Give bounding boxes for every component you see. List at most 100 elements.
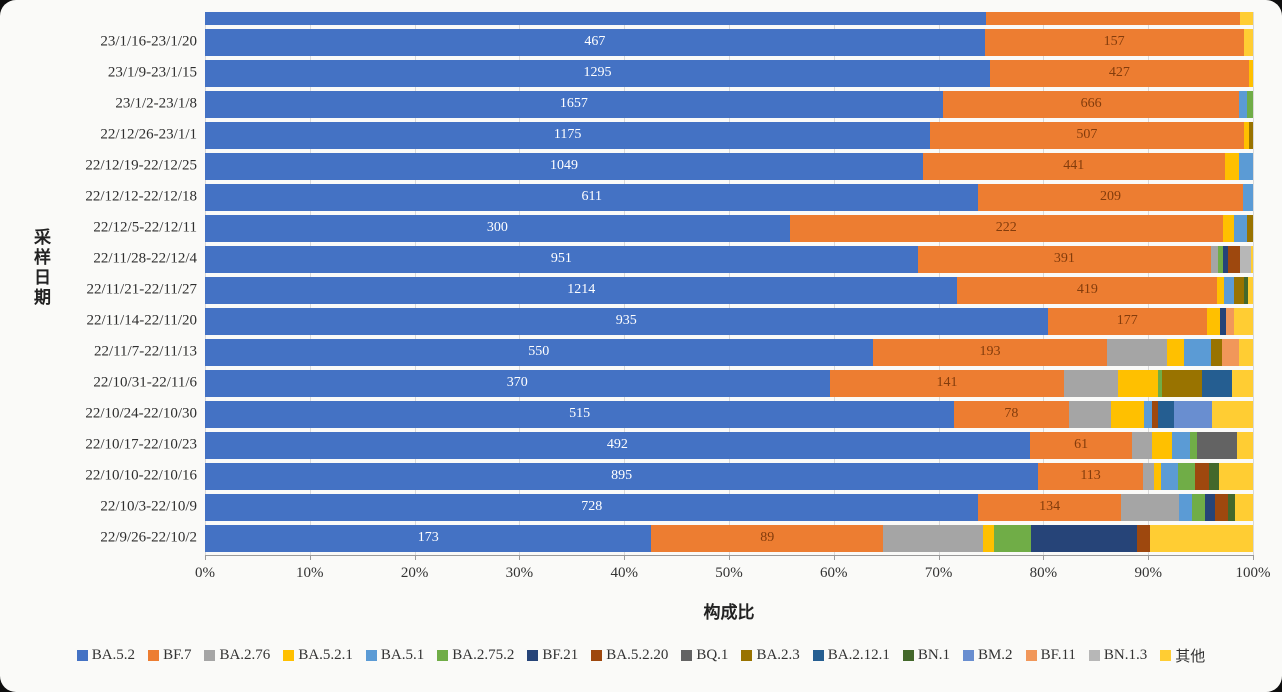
bar-segment-BA.2.75.2 [994, 524, 1031, 552]
segment-value-label: 1214 [567, 282, 596, 297]
bar-segment-BF.7: 89 [651, 524, 884, 552]
tick-mark [1043, 555, 1045, 560]
legend-label: 其他 [1175, 649, 1206, 665]
segment-value-label: 193 [979, 344, 1001, 359]
segment-value-label: 78 [1004, 406, 1019, 421]
y-axis-label: 22/11/14-22/11/20 [86, 312, 197, 329]
legend-swatch-icon [76, 650, 88, 661]
bar-segment-BF.11 [1225, 307, 1235, 335]
bar-segment-BA.5.2: 550 [205, 338, 873, 366]
segment-value-label: 492 [606, 437, 628, 452]
x-tick-label: 40% [610, 565, 638, 581]
legend-item: BA.5.2.1 [283, 647, 353, 664]
bar-segment-BA.2.3 [1246, 214, 1253, 242]
bar-segment-BA.5.2: 1049 [205, 152, 923, 180]
legend-item: BF.11 [1025, 647, 1076, 664]
legend-label: BA.2.75.2 [452, 647, 515, 663]
bar-segment-其他 [1240, 12, 1253, 25]
bar-segment-BA.5.2: 935 [205, 307, 1048, 335]
legend-label: BA.5.2.1 [298, 647, 353, 663]
bar-segment-其他 [1212, 400, 1253, 428]
bar-segment-BA.5.2.20 [1215, 493, 1228, 521]
tick-mark [1148, 555, 1150, 560]
tick-mark [938, 555, 940, 560]
bar-segment-BA.2.75.2 [1177, 462, 1196, 490]
y-axis-label: 22/10/10-22/10/16 [85, 467, 197, 484]
bar-segment-BA.2.76 [1142, 462, 1155, 490]
bar-segment-BF.7: 209 [978, 183, 1243, 211]
bar-segment-BA.2.75.2 [1246, 90, 1253, 118]
bar-segment-BA.2.75.2 [1218, 245, 1223, 273]
bar-segment-BF.21 [1222, 245, 1228, 273]
segment-value-label: 611 [581, 189, 602, 204]
y-axis-title: 采样日期 [31, 228, 50, 308]
x-tick-label: 90% [1134, 565, 1162, 581]
bar-segment-BA.2.76 [1211, 245, 1219, 273]
legend-swatch-icon [812, 650, 824, 661]
bar-segment-BN.1.3 [1240, 245, 1251, 273]
bar-row: 515 78 [205, 400, 1253, 428]
bar-segment-BA.5.2: 728 [205, 493, 979, 521]
y-axis-label: 23/1/16-23/1/20 [100, 33, 197, 50]
bar-segment-BF.7: 61 [1029, 431, 1133, 459]
segment-value-label: 209 [1099, 189, 1121, 204]
segment-value-label: 550 [528, 344, 550, 359]
legend-item: BA.5.2 [76, 647, 136, 664]
bar-segment-BA.5.1 [1223, 276, 1235, 304]
bar-segment-BF.7: 177 [1047, 307, 1207, 335]
bar-segment-BF.21 [1220, 307, 1226, 335]
legend-item: BF.7 [148, 647, 191, 664]
bar-segment-BA.5.2 [205, 12, 986, 25]
legend-swatch-icon [591, 650, 603, 661]
bar-row-partial [205, 12, 1253, 25]
bar-segment-BF.7: 666 [942, 90, 1240, 118]
bar-segment-BA.5.1 [1242, 183, 1253, 211]
x-tick-label: 70% [924, 565, 953, 581]
legend-swatch-icon [741, 650, 753, 661]
bar-segment-BA.2.3 [1234, 276, 1244, 304]
legend-item: BA.2.3 [741, 647, 800, 664]
segment-value-label: 1295 [583, 65, 612, 80]
tick-mark [519, 555, 521, 560]
segment-value-label: 427 [1108, 65, 1130, 80]
x-axis-title: 构成比 [703, 603, 755, 622]
bar-segment-BA.5.2: 895 [205, 462, 1039, 490]
bar-segment-BA.5.2.1 [1152, 431, 1173, 459]
legend-swatch-icon [1025, 650, 1037, 661]
y-axis-label: 22/9/26-22/10/2 [100, 529, 197, 546]
bar-segment-BA.2.75.2 [1190, 431, 1198, 459]
bar-segment-BA.2.12.1 [1157, 400, 1175, 428]
tick-mark [729, 555, 730, 560]
bar-row: 1049 441 [205, 152, 1253, 180]
segment-value-label: 391 [1053, 251, 1075, 266]
bar-segment-BA.5.2: 1214 [205, 276, 958, 304]
legend-label: BA.2.12.1 [827, 647, 890, 663]
segment-value-label: 515 [569, 406, 591, 421]
bar-segment-BN.1 [1227, 493, 1236, 521]
legend-swatch-icon [1088, 650, 1100, 661]
bar-segment-BA.5.2: 173 [205, 524, 652, 552]
segment-value-label: 173 [417, 530, 439, 545]
legend-label: BA.2.76 [219, 647, 271, 663]
legend-item: 其他 [1160, 645, 1205, 666]
bar-segment-其他 [1247, 276, 1253, 304]
bar-segment-BN.1 [1243, 276, 1248, 304]
bar-segment-BA.5.2.1 [1167, 338, 1184, 366]
bar-segment-BA.2.76 [1107, 338, 1168, 366]
bar-segment-BA.5.1 [1178, 493, 1193, 521]
segment-value-label: 1175 [553, 127, 582, 142]
bar-segment-BA.5.1 [1160, 462, 1178, 490]
x-tick-label: 100% [1235, 565, 1271, 581]
bar-segment-BQ.1 [1197, 431, 1238, 459]
legend-label: BA.5.2 [91, 647, 136, 663]
segment-value-label: 935 [615, 313, 637, 328]
x-tick-label: 50% [715, 565, 743, 581]
legend-item: BN.1.3 [1088, 647, 1147, 664]
bar-row: 1657 666 [205, 90, 1253, 118]
legend-swatch-icon [283, 650, 295, 661]
y-axis-label: 22/11/28-22/12/4 [93, 250, 197, 267]
legend-label: BA.2.3 [756, 647, 800, 663]
bar-segment-BA.5.2.20 [1195, 462, 1209, 490]
bar-row: 467 157 [205, 28, 1253, 56]
